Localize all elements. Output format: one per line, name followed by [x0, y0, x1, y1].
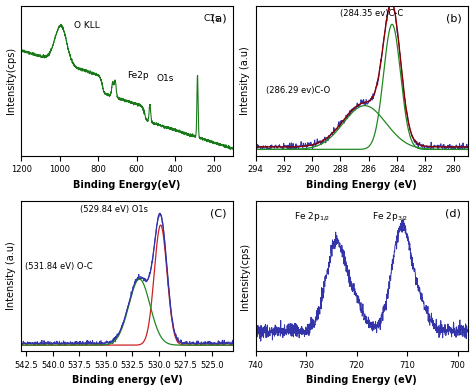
Text: Fe 2p$_{3/2}$: Fe 2p$_{3/2}$	[372, 210, 409, 223]
X-axis label: Binding Energy(eV): Binding Energy(eV)	[73, 180, 181, 190]
Text: (531.84 eV) O-C: (531.84 eV) O-C	[25, 262, 93, 271]
Text: (C): (C)	[210, 208, 227, 219]
Text: O1s: O1s	[157, 74, 174, 83]
Text: (286.29 ev)C-O: (286.29 ev)C-O	[266, 86, 330, 95]
X-axis label: Binding Energy (eV): Binding Energy (eV)	[306, 180, 417, 190]
X-axis label: Binding Energy (eV): Binding Energy (eV)	[306, 375, 417, 386]
Text: (a): (a)	[211, 13, 227, 23]
Text: (b): (b)	[446, 13, 461, 23]
Y-axis label: Intensity(cps): Intensity(cps)	[6, 47, 16, 114]
Text: O KLL: O KLL	[74, 21, 100, 30]
X-axis label: Binding energy (eV): Binding energy (eV)	[72, 375, 182, 386]
Text: Fe2p: Fe2p	[127, 71, 149, 80]
Text: (529.84 eV) O1s: (529.84 eV) O1s	[81, 204, 148, 213]
Text: Fe 2p$_{1/2}$: Fe 2p$_{1/2}$	[294, 210, 330, 223]
Text: C1s: C1s	[203, 14, 220, 23]
Text: (284.35 ev)C-C: (284.35 ev)C-C	[340, 9, 404, 18]
Y-axis label: Intensity (a.u): Intensity (a.u)	[240, 46, 250, 115]
Y-axis label: Intensity(cps): Intensity(cps)	[240, 242, 250, 310]
Y-axis label: Intensity (a.u): Intensity (a.u)	[6, 242, 16, 310]
Text: (d): (d)	[446, 208, 461, 219]
